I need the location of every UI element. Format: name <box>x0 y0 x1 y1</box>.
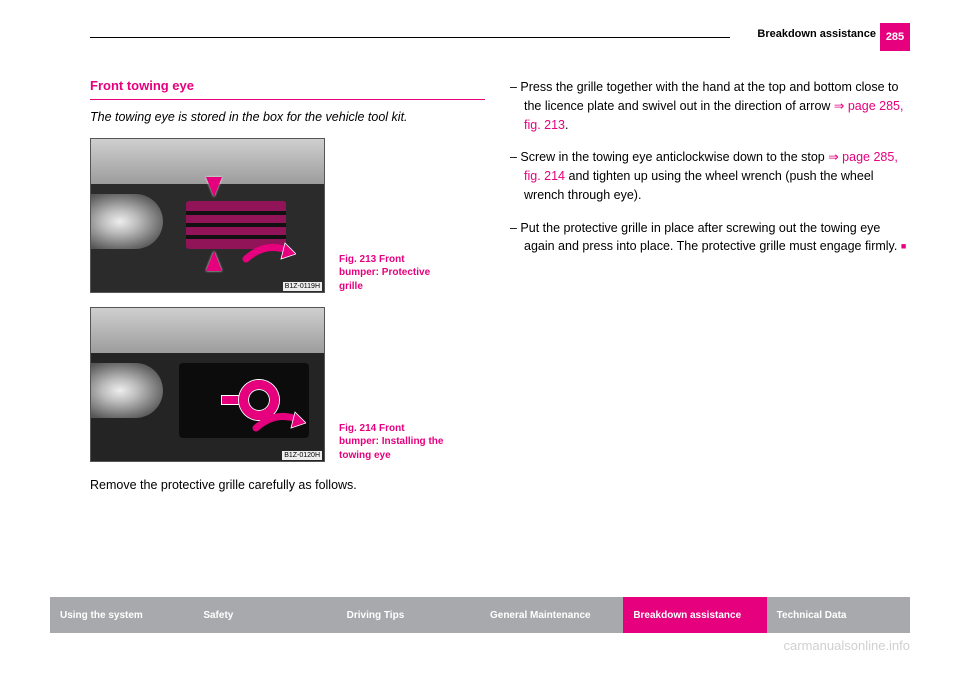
headlight-shape <box>91 194 163 249</box>
arrow-up-icon <box>206 251 222 271</box>
swivel-arrow-icon <box>241 239 296 269</box>
rotate-arrow-icon <box>251 408 306 438</box>
watermark: carmanualsonline.info <box>784 638 910 653</box>
figure-213-caption: Fig. 213 Front bumper: Protective grille <box>339 253 430 294</box>
figure-213: B1Z-0119H Fig. 213 Front bumper: Protect… <box>90 138 485 293</box>
nav-tab-using-system[interactable]: Using the system <box>50 597 193 633</box>
step-3: – Put the protective grille in place aft… <box>510 219 910 257</box>
left-column: Front towing eye The towing eye is store… <box>90 78 485 494</box>
nav-tab-breakdown-assistance[interactable]: Breakdown assistance <box>623 597 766 633</box>
figure-214: B1Z-0120H Fig. 214 Front bumper: Install… <box>90 307 485 462</box>
step-2: – Screw in the towing eye anticlockwise … <box>510 148 910 204</box>
header-section-title: Breakdown assistance <box>757 28 876 40</box>
step-text: and tighten up using the wheel wrench (p… <box>524 169 874 202</box>
step-text: . <box>565 118 568 132</box>
heading-underline <box>90 99 485 100</box>
grille-bar <box>186 211 286 215</box>
figure-214-caption: Fig. 214 Front bumper: Installing the to… <box>339 422 443 463</box>
caption-line: bumper: Installing the <box>339 436 443 447</box>
caption-line: grille <box>339 281 363 292</box>
section-heading: Front towing eye <box>90 78 485 93</box>
figure-214-image: B1Z-0120H <box>90 307 325 462</box>
step-text: – Screw in the towing eye anticlockwise … <box>510 150 828 164</box>
step-text: – Put the protective grille in place aft… <box>510 221 901 254</box>
footer-nav: Using the system Safety Driving Tips Gen… <box>50 597 910 633</box>
header-rule <box>90 37 730 38</box>
right-column: – Press the grille together with the han… <box>510 78 910 270</box>
page: Breakdown assistance 285 Front towing ey… <box>0 0 960 673</box>
page-number-badge: 285 <box>880 23 910 51</box>
caption-line: bumper: Protective <box>339 267 430 278</box>
figure-214-label: B1Z-0120H <box>282 451 322 460</box>
nav-tab-safety[interactable]: Safety <box>193 597 336 633</box>
nav-tab-driving-tips[interactable]: Driving Tips <box>337 597 480 633</box>
caption-line: Fig. 214 Front <box>339 423 405 434</box>
left-body-text: Remove the protective grille carefully a… <box>90 476 485 494</box>
section-subheading: The towing eye is stored in the box for … <box>90 110 485 124</box>
grille-bar <box>186 223 286 227</box>
end-square-icon: ■ <box>901 241 906 251</box>
figure-213-label: B1Z-0119H <box>283 282 322 291</box>
figure-213-image: B1Z-0119H <box>90 138 325 293</box>
arrow-down-icon <box>206 177 222 197</box>
headlight-shape <box>91 363 163 418</box>
nav-tab-technical-data[interactable]: Technical Data <box>767 597 910 633</box>
header-bar: Breakdown assistance 285 <box>90 28 910 48</box>
step-1: – Press the grille together with the han… <box>510 78 910 134</box>
caption-line: Fig. 213 Front <box>339 254 405 265</box>
caption-line: towing eye <box>339 450 391 461</box>
nav-tab-general-maintenance[interactable]: General Maintenance <box>480 597 623 633</box>
